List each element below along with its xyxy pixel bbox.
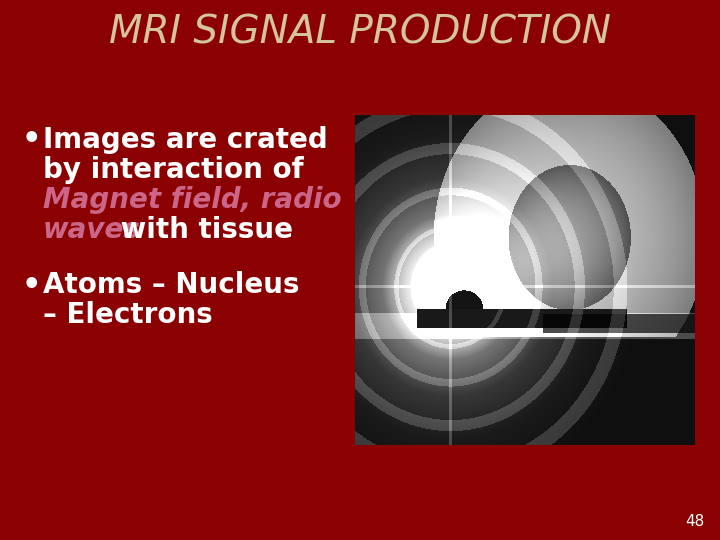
Text: Images are crated: Images are crated [43, 126, 328, 154]
Text: MRI SIGNAL PRODUCTION: MRI SIGNAL PRODUCTION [109, 13, 611, 51]
Text: •: • [22, 271, 42, 300]
Text: 48: 48 [685, 515, 705, 530]
Text: Magnet field, radio: Magnet field, radio [43, 186, 341, 214]
Text: waves: waves [43, 216, 141, 244]
Text: – Electrons: – Electrons [43, 301, 212, 329]
Text: Atoms – Nucleus: Atoms – Nucleus [43, 271, 300, 299]
Text: with tissue: with tissue [111, 216, 293, 244]
Text: by interaction of: by interaction of [43, 156, 304, 184]
Text: •: • [22, 125, 42, 154]
